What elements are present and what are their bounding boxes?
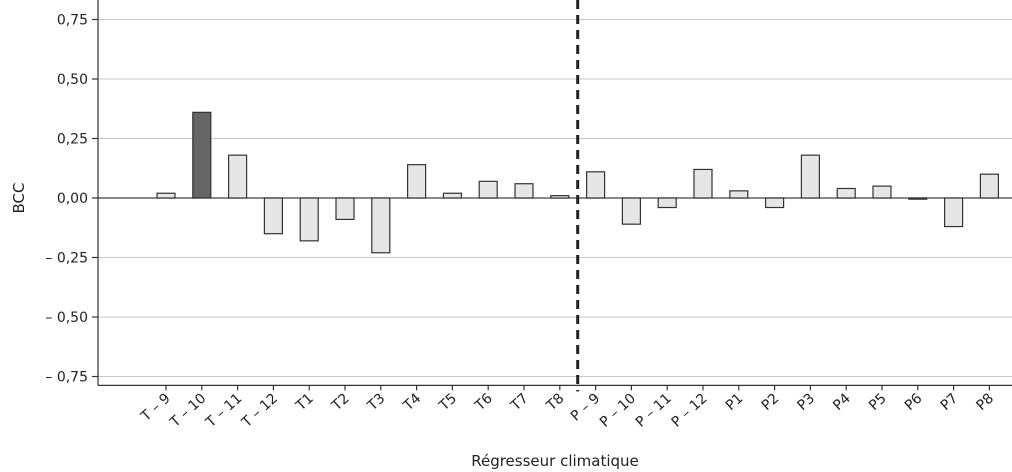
bar-t10 bbox=[192, 111, 212, 199]
bar-p11 bbox=[657, 197, 677, 209]
bar-t3 bbox=[371, 197, 391, 254]
x-tick-label: P – 12 bbox=[669, 390, 711, 430]
x-tick-label: T3 bbox=[364, 390, 388, 414]
bar-t8 bbox=[550, 195, 570, 199]
bar-t1 bbox=[299, 197, 319, 242]
x-tick-label: P – 10 bbox=[597, 390, 639, 430]
bar-p5 bbox=[872, 185, 892, 199]
bar-p2 bbox=[764, 197, 785, 209]
y-tick-label: – 0,75 bbox=[45, 370, 88, 386]
x-tick-label: P7 bbox=[938, 390, 962, 414]
bar-p9 bbox=[585, 171, 606, 199]
bar-t12 bbox=[263, 197, 283, 235]
bar-p12 bbox=[693, 168, 713, 199]
x-tick-label: T5 bbox=[436, 390, 460, 414]
bar-p6 bbox=[908, 197, 928, 200]
y-tick-label: 0,50 bbox=[57, 72, 88, 88]
bar-t9 bbox=[156, 192, 176, 199]
bar-t7 bbox=[514, 183, 534, 199]
y-axis-title: BCC bbox=[10, 183, 28, 214]
x-tick-label: T8 bbox=[543, 390, 567, 414]
bar-p1 bbox=[729, 190, 749, 199]
y-tick-label: 0,25 bbox=[57, 132, 88, 148]
y-tick-label: – 0,25 bbox=[45, 251, 88, 267]
bar-p7 bbox=[943, 197, 964, 228]
x-tick-label: P1 bbox=[723, 390, 747, 414]
x-tick-label: T6 bbox=[471, 390, 495, 414]
bar-t11 bbox=[228, 154, 248, 199]
x-tick-label: T1 bbox=[292, 390, 316, 414]
bar-t2 bbox=[335, 197, 355, 221]
bar-t6 bbox=[478, 180, 498, 199]
gridlines bbox=[98, 19, 1012, 377]
bar-p10 bbox=[621, 197, 642, 225]
x-tick-label: P – 11 bbox=[633, 390, 675, 430]
y-tick-label: 0,75 bbox=[57, 13, 88, 29]
x-tick-label: T7 bbox=[507, 390, 531, 414]
x-tick-label: T – 10 bbox=[167, 390, 210, 431]
x-tick-label: P6 bbox=[902, 390, 926, 414]
x-tick-label: P5 bbox=[866, 390, 890, 414]
bar-p3 bbox=[800, 154, 821, 199]
x-axis-title: Régresseur climatique bbox=[471, 452, 639, 470]
bars bbox=[156, 111, 1000, 254]
bar-t5 bbox=[442, 192, 462, 199]
y-tick-labels: 0,75 0,50 0,25 0,00 – 0,25 – 0,50 – 0,75 bbox=[45, 13, 88, 386]
x-tick-label: P3 bbox=[794, 390, 818, 414]
bar-t4 bbox=[407, 164, 427, 199]
axes bbox=[92, 0, 1012, 392]
y-tick-label: 0,00 bbox=[57, 191, 88, 207]
bar-p4 bbox=[836, 187, 856, 199]
y-tick-label: – 0,50 bbox=[45, 310, 88, 326]
x-tick-labels: T – 9T – 10T – 11T – 12 T1 T2 T3 T4 T5 T6 T7 T8 P… bbox=[137, 390, 997, 431]
x-tick-label: P8 bbox=[973, 390, 997, 414]
x-tick-label: P2 bbox=[759, 390, 783, 414]
x-tick-label: T4 bbox=[400, 390, 424, 414]
x-tick-label: P4 bbox=[830, 390, 854, 414]
bar-p8 bbox=[979, 173, 1000, 199]
x-tick-label: T2 bbox=[328, 390, 352, 414]
x-tick-label: T – 12 bbox=[238, 390, 281, 431]
x-tick-label: T – 11 bbox=[202, 390, 245, 431]
